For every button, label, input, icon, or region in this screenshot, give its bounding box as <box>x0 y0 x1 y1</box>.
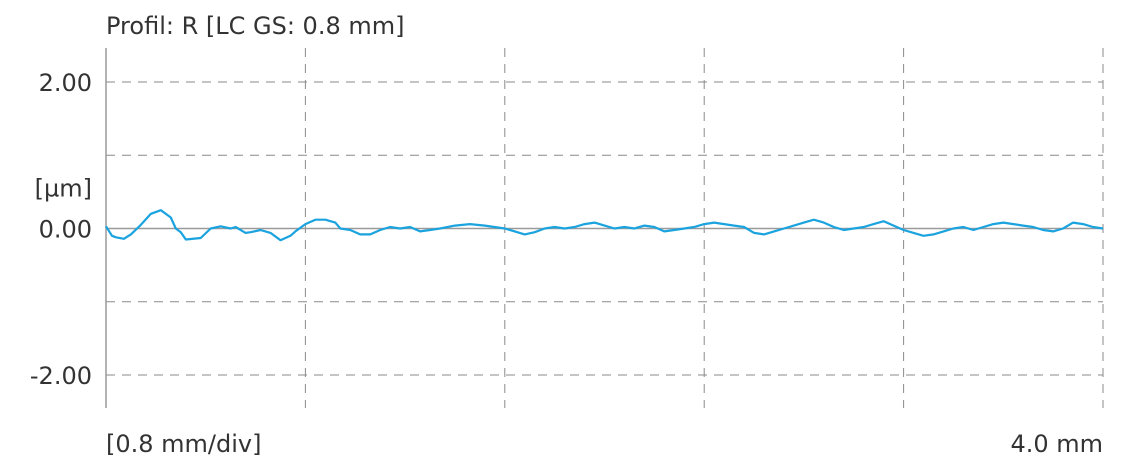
y-tick-label: 2.00 <box>39 69 92 97</box>
chart-title: Profil: R [LC GS: 0.8 mm] <box>106 12 405 40</box>
profile-series-line <box>105 209 1104 242</box>
x-axis-scale-label: [0.8 mm/div] <box>106 430 261 458</box>
y-axis-unit-label: [µm] <box>35 175 92 203</box>
y-tick-label: 0.00 <box>39 216 92 244</box>
x-axis-end-label: 4.0 mm <box>1010 430 1103 458</box>
y-tick-labels: 2.00 0.00 -2.00 <box>30 69 92 390</box>
y-tick-label: -2.00 <box>30 362 92 390</box>
